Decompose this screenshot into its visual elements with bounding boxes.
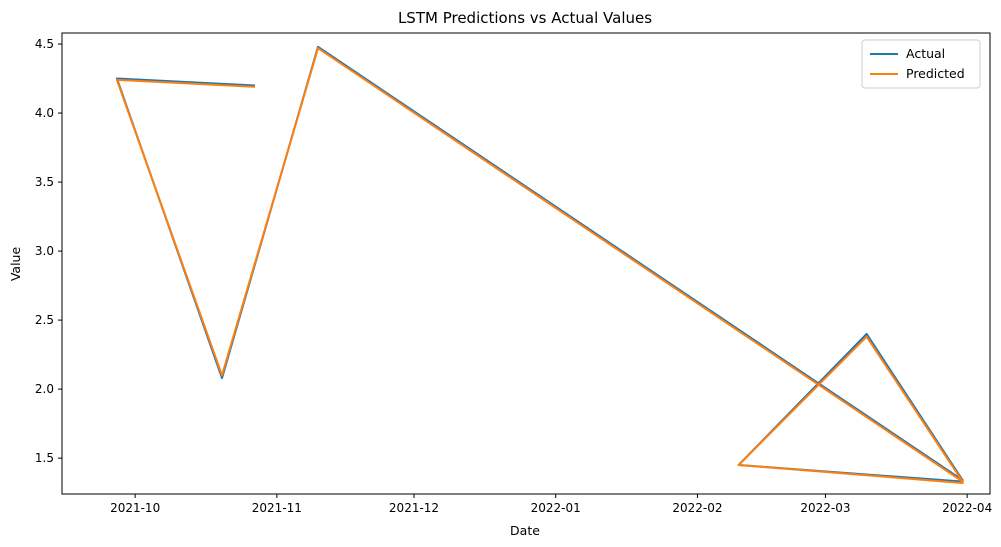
y-tick-label: 2.0: [35, 382, 54, 396]
x-tick-label: 2021-12: [389, 501, 439, 515]
x-tick-label: 2021-11: [252, 501, 302, 515]
y-tick-label: 4.0: [35, 106, 54, 120]
y-tick-label: 4.5: [35, 37, 54, 51]
legend: Actual Predicted: [861, 39, 981, 89]
legend-label: Predicted: [906, 66, 965, 81]
x-tick-label: 2022-01: [531, 501, 581, 515]
plot-area: [61, 32, 991, 495]
x-axis-label: Date: [510, 523, 540, 538]
legend-box: [861, 39, 981, 89]
y-tick-label: 2.5: [35, 313, 54, 327]
chart-title: LSTM Predictions vs Actual Values: [398, 9, 652, 27]
legend-label: Actual: [906, 46, 945, 61]
y-tick-label: 3.0: [35, 244, 54, 258]
x-tick-label: 2022-03: [800, 501, 850, 515]
x-tick-label: 2022-04: [942, 501, 992, 515]
x-tick-label: 2021-10: [110, 501, 160, 515]
y-tick-label: 1.5: [35, 451, 54, 465]
series-line-actual: [115, 45, 964, 483]
y-axis-label: Value: [8, 247, 23, 282]
y-axis: 1.5 2.0 2.5 3.0 3.5 4.0 4.5: [35, 37, 62, 465]
x-axis: 2021-10 2021-11 2021-12 2022-01 2022-02 2022-…: [110, 494, 992, 515]
y-tick-label: 3.5: [35, 175, 54, 189]
plot-frame: [61, 32, 991, 495]
series-line-predicted: [115, 47, 964, 485]
x-tick-label: 2022-02: [672, 501, 722, 515]
